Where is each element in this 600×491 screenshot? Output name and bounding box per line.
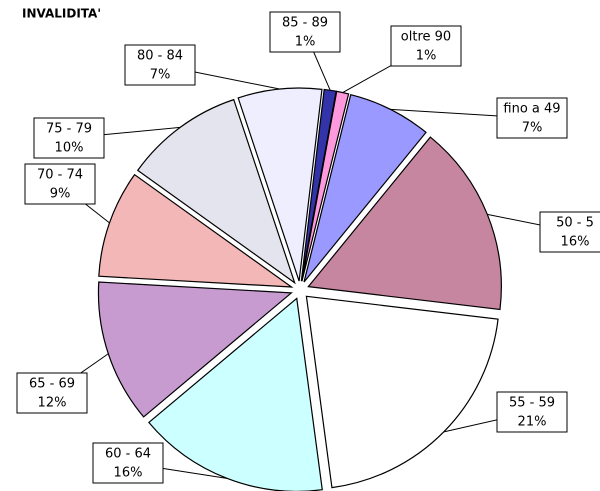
pie-slice <box>307 136 502 311</box>
value-label: 1% <box>295 35 316 50</box>
pie-slice <box>148 297 323 491</box>
slice-label: 50 - 5 <box>556 216 594 231</box>
slice-label: 85 - 89 <box>282 16 328 31</box>
value-label: 16% <box>561 235 590 250</box>
value-label: 12% <box>38 396 67 411</box>
slice-label: 60 - 64 <box>105 447 151 462</box>
pie-slice <box>305 295 499 489</box>
value-label: 21% <box>518 415 547 430</box>
slice-label: oltre 90 <box>401 30 451 45</box>
slice-label: 55 - 59 <box>509 396 555 411</box>
label-box <box>16 372 88 414</box>
slice-label: 70 - 74 <box>37 168 83 183</box>
slice-label: 80 - 84 <box>137 49 183 64</box>
label-box <box>390 25 462 67</box>
label-box <box>269 11 341 53</box>
slice-label: 75 - 79 <box>46 122 92 137</box>
label-box <box>33 117 105 159</box>
value-label: 10% <box>55 141 84 156</box>
slice-label: 65 - 69 <box>29 377 75 392</box>
pie-slice <box>303 93 427 283</box>
pie-slice <box>97 281 294 418</box>
label-box <box>92 442 164 484</box>
value-label: 7% <box>522 121 543 136</box>
value-label: 7% <box>150 68 171 83</box>
value-label: 9% <box>50 187 71 202</box>
chart-title: INVALIDITA' <box>22 7 101 21</box>
pie-slice <box>301 90 350 282</box>
slice-label: fino a 49 <box>503 102 560 117</box>
label-box <box>496 391 568 433</box>
label-box <box>24 163 96 205</box>
pie-slice <box>136 98 296 285</box>
pie-slice <box>98 173 294 288</box>
value-label: 16% <box>114 466 143 481</box>
label-box <box>539 211 600 253</box>
label-box <box>124 44 196 86</box>
value-label: 1% <box>416 49 437 64</box>
label-box <box>496 97 568 139</box>
